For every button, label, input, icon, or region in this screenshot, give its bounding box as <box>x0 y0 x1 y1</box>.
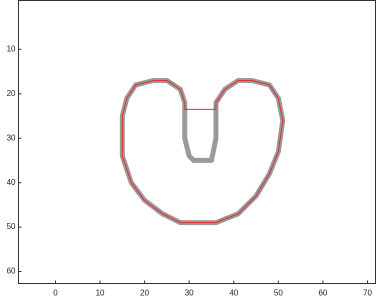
x-tick-label: 70 <box>363 289 372 298</box>
x-tick-label: 60 <box>318 289 327 298</box>
x-tick-label: 0 <box>53 289 58 298</box>
x-tick-label: 50 <box>274 289 283 298</box>
chart: 0 10 20 30 40 50 60 70 10 20 30 40 50 60 <box>0 0 376 304</box>
y-tick-label: 10 <box>7 44 16 53</box>
x-tick-label: 10 <box>96 289 105 298</box>
y-tick-label: 40 <box>7 178 16 187</box>
axes-box <box>19 1 376 284</box>
y-tick-label: 60 <box>7 267 16 276</box>
x-tick-label: 30 <box>185 289 194 298</box>
x-tick-label: 40 <box>229 289 238 298</box>
y-tick-label: 30 <box>7 133 16 142</box>
y-tick-label: 20 <box>7 89 16 98</box>
x-tick-label: 20 <box>140 289 149 298</box>
y-tick-label: 50 <box>7 222 16 231</box>
